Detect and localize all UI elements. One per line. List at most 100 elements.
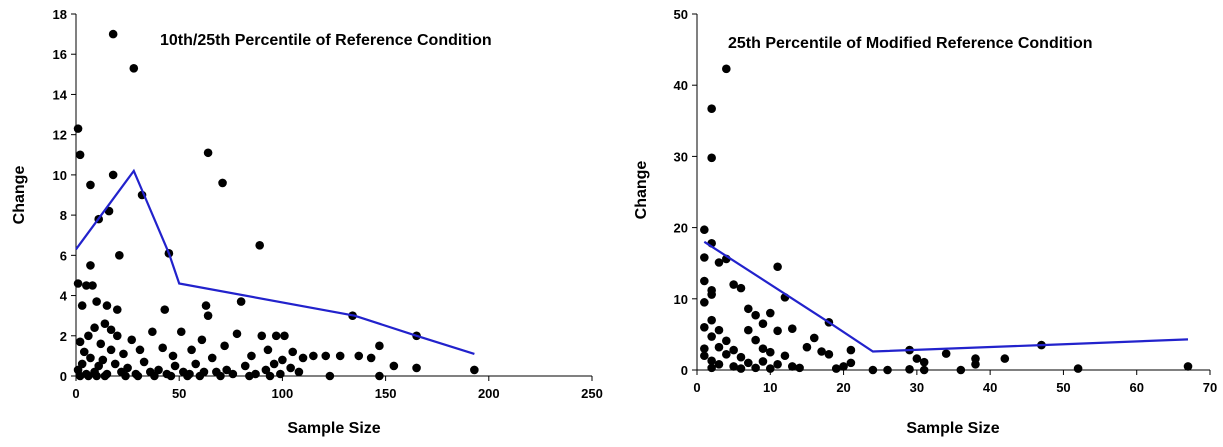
data-point bbox=[220, 341, 229, 351]
data-point bbox=[787, 362, 797, 371]
data-point bbox=[92, 297, 101, 306]
data-point bbox=[288, 347, 298, 357]
data-point bbox=[758, 319, 768, 329]
y-tick-label: 30 bbox=[674, 149, 688, 164]
data-point bbox=[280, 331, 289, 341]
data-point bbox=[707, 290, 716, 299]
data-point bbox=[129, 64, 139, 73]
data-point bbox=[228, 369, 238, 379]
data-point bbox=[269, 359, 279, 369]
data-point bbox=[714, 325, 724, 335]
data-point bbox=[751, 335, 760, 345]
data-point bbox=[166, 371, 176, 381]
data-point bbox=[700, 322, 709, 332]
data-point bbox=[121, 371, 130, 381]
data-point bbox=[700, 253, 709, 262]
data-point bbox=[158, 343, 167, 353]
y-tick-label: 50 bbox=[674, 7, 688, 22]
data-point bbox=[257, 331, 267, 341]
data-point bbox=[119, 349, 128, 359]
x-axis-title: Sample Size bbox=[287, 420, 380, 437]
data-point bbox=[375, 371, 384, 381]
data-point bbox=[191, 359, 201, 369]
data-point bbox=[86, 261, 95, 270]
data-point bbox=[773, 326, 782, 336]
data-point bbox=[375, 341, 384, 351]
data-point bbox=[824, 350, 834, 359]
x-tick-label: 150 bbox=[375, 386, 397, 401]
data-point bbox=[160, 305, 170, 314]
data-point bbox=[714, 342, 724, 352]
x-tick-label: 200 bbox=[478, 386, 500, 401]
data-point bbox=[75, 371, 85, 381]
data-point bbox=[96, 339, 106, 349]
data-point bbox=[168, 351, 178, 361]
data-point bbox=[389, 361, 399, 371]
data-point bbox=[271, 331, 281, 341]
data-point bbox=[261, 365, 271, 375]
data-point bbox=[846, 345, 856, 355]
data-point bbox=[102, 301, 112, 310]
y-tick-label: 6 bbox=[60, 248, 67, 263]
chart-right: 25th Percentile of Modified Reference Co… bbox=[633, 7, 1217, 437]
data-point bbox=[714, 360, 724, 369]
y-tick-label: 12 bbox=[53, 128, 67, 143]
data-point bbox=[278, 355, 287, 365]
data-point bbox=[765, 308, 775, 318]
data-point bbox=[1000, 354, 1010, 363]
x-tick-label: 50 bbox=[1056, 380, 1070, 395]
data-point bbox=[84, 371, 93, 381]
data-point bbox=[971, 360, 980, 369]
data-point bbox=[232, 329, 242, 339]
data-point bbox=[765, 347, 775, 357]
x-tick-label: 30 bbox=[910, 380, 924, 395]
data-point bbox=[868, 365, 878, 375]
data-point bbox=[1183, 362, 1193, 371]
data-point bbox=[773, 262, 782, 272]
data-point bbox=[75, 337, 85, 347]
data-point bbox=[263, 345, 273, 355]
data-point bbox=[92, 371, 101, 381]
data-point bbox=[203, 311, 213, 320]
data-point bbox=[245, 371, 254, 381]
data-point bbox=[883, 365, 892, 375]
data-point bbox=[82, 281, 91, 290]
data-point bbox=[802, 342, 812, 352]
y-tick-label: 14 bbox=[53, 87, 68, 102]
data-point bbox=[106, 345, 116, 355]
data-point bbox=[86, 353, 95, 363]
data-point bbox=[956, 365, 966, 375]
series-line bbox=[75, 168, 475, 355]
data-point bbox=[148, 327, 157, 337]
data-point bbox=[765, 364, 775, 373]
data-point bbox=[700, 344, 709, 353]
data-point bbox=[919, 357, 929, 367]
y-axis-title: Change bbox=[11, 166, 28, 225]
data-point bbox=[309, 351, 318, 361]
data-point bbox=[75, 150, 85, 160]
data-point bbox=[294, 367, 304, 377]
data-point bbox=[751, 310, 760, 320]
data-point bbox=[115, 251, 124, 260]
data-point bbox=[247, 351, 256, 361]
data-point bbox=[112, 305, 122, 314]
data-point bbox=[905, 364, 914, 374]
data-point bbox=[470, 365, 479, 375]
data-point bbox=[195, 371, 205, 381]
data-point bbox=[240, 361, 250, 371]
y-tick-label: 10 bbox=[674, 292, 688, 307]
data-point bbox=[321, 351, 331, 361]
data-point bbox=[133, 371, 143, 381]
x-tick-label: 40 bbox=[983, 380, 997, 395]
data-point bbox=[276, 369, 285, 379]
data-point bbox=[176, 327, 186, 337]
data-point bbox=[94, 361, 104, 371]
data-point bbox=[700, 351, 709, 361]
x-axis-title: Sample Size bbox=[906, 420, 999, 437]
data-point bbox=[139, 357, 149, 367]
data-point bbox=[207, 353, 217, 363]
y-tick-label: 18 bbox=[53, 7, 67, 22]
data-point bbox=[77, 301, 87, 310]
data-point bbox=[831, 364, 841, 373]
